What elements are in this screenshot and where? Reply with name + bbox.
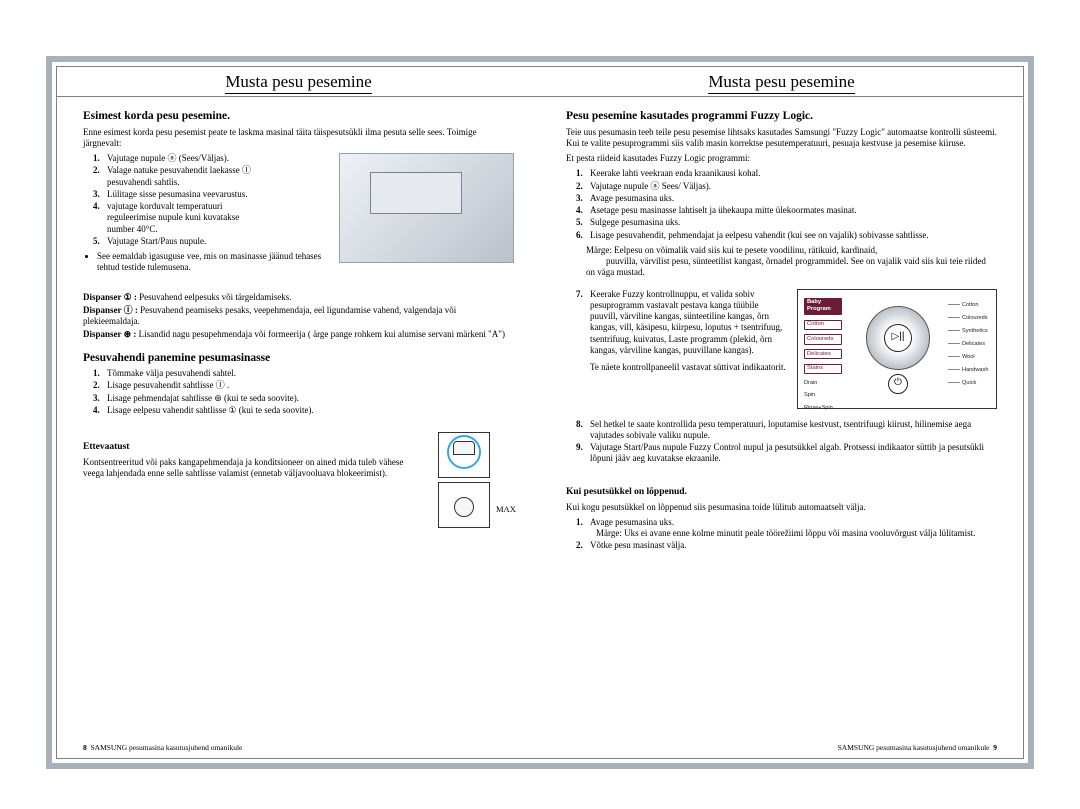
manual-spread-inner: Musta pesu pesemine Esimest korda pesu p… bbox=[56, 66, 1024, 759]
program-dial: ▷|| ⏻ bbox=[852, 298, 944, 402]
heading-caution: Ettevaatust bbox=[83, 442, 424, 454]
step-3: Lülitage sisse pesumasina veevarustus. bbox=[97, 189, 329, 200]
banner-title: Musta pesu pesemine bbox=[225, 71, 371, 94]
page-right: Musta pesu pesemine Pesu pesemine kasuta… bbox=[540, 67, 1023, 758]
page-footer-right: SAMSUNG pesumasina kasutusjuhend omaniku… bbox=[838, 743, 997, 752]
manual-spread-frame: Musta pesu pesemine Esimest korda pesu p… bbox=[46, 56, 1034, 769]
fuzzy-step-7: Keerake Fuzzy kontrollnuppu, et valida s… bbox=[580, 289, 787, 375]
step-1: Vajutage nupule ⓐ (Sees/Väljas). bbox=[97, 153, 329, 164]
step-2: Valage natuke pesuvahendit laekasse Ⓘ pe… bbox=[97, 165, 329, 188]
panel-labels-right: Cotton Coloureds Synthetics Delicates Wo… bbox=[948, 298, 990, 402]
heading-fuzzy-logic: Pesu pesemine kasutades programmi Fuzzy … bbox=[566, 109, 997, 123]
caution-text: Kontsentreeritud või paks kangapehmendaj… bbox=[83, 457, 424, 480]
page-footer-left: 8 SAMSUNG pesumasina kasutusjuhend omani… bbox=[83, 743, 242, 752]
dispenser-drawer-illustration bbox=[339, 153, 514, 263]
step-4: vajutage korduvalt temperatuuri reguleer… bbox=[97, 201, 329, 235]
cycle-end-steps: Avage pesumasina uks. Märge: Uks ei avan… bbox=[580, 517, 997, 552]
first-wash-note: See eemaldab igasuguse vee, mis on masin… bbox=[97, 251, 329, 274]
power-icon: ⏻ bbox=[888, 374, 908, 394]
heading-add-detergent: Pesuvahendi panemine pesumasinasse bbox=[83, 351, 514, 365]
dispenser-3: Dispanser ⊛ : Lisandid nagu pesupehmenda… bbox=[83, 329, 514, 340]
add-detergent-steps: Tõmmake välja pesuvahendi sahtel. Lisage… bbox=[97, 368, 514, 416]
fuzzy-steps: Keerake lahti veekraan enda kraanikausi … bbox=[580, 168, 997, 241]
intro-first-wash: Enne esimest korda pesu pesemist peate t… bbox=[83, 127, 514, 150]
fuzzy-steps-8-9: Sel hetkel te saate kontrollida pesu tem… bbox=[580, 419, 997, 465]
cycle-end-intro: Kui kogu pesutsükkel on lõppenud siis pe… bbox=[566, 502, 997, 513]
dispenser-2: Dispanser Ⓘ : Pesuvahend peamiseks pesak… bbox=[83, 305, 514, 328]
first-wash-steps: Vajutage nupule ⓐ (Sees/Väljas). Valage … bbox=[97, 153, 329, 247]
max-label: MAX bbox=[496, 504, 514, 515]
dispenser-1: Dispanser ① : Pesuvahend eelpesuks või t… bbox=[83, 292, 514, 303]
step-5: Vajutage Start/Paus nupule. bbox=[97, 236, 329, 247]
max-fill-illustration: MAX bbox=[438, 432, 514, 515]
banner-title: Musta pesu pesemine bbox=[708, 71, 854, 94]
page-banner-right: Musta pesu pesemine bbox=[540, 67, 1023, 97]
control-panel-illustration: Baby Program Cotton Coloureds Delicates … bbox=[797, 289, 997, 409]
play-pause-icon: ▷|| bbox=[884, 324, 912, 352]
page-left: Musta pesu pesemine Esimest korda pesu p… bbox=[57, 67, 540, 758]
panel-labels-left: Baby Program Cotton Coloureds Delicates … bbox=[804, 298, 848, 402]
heading-first-wash: Esimest korda pesu pesemine. bbox=[83, 109, 514, 123]
intro-fuzzy: Teie uus pesumasin teeb teile pesu pesem… bbox=[566, 127, 997, 150]
heading-cycle-end: Kui pesutsükkel on lõppenud. bbox=[566, 487, 997, 499]
page-banner-left: Musta pesu pesemine bbox=[57, 67, 540, 97]
intro-fuzzy-2: Et pesta riideid kasutades Fuzzy Logic p… bbox=[566, 153, 997, 164]
note-prewash: Märge: Eelpesu on võimalik vaid siis kui… bbox=[566, 245, 997, 279]
